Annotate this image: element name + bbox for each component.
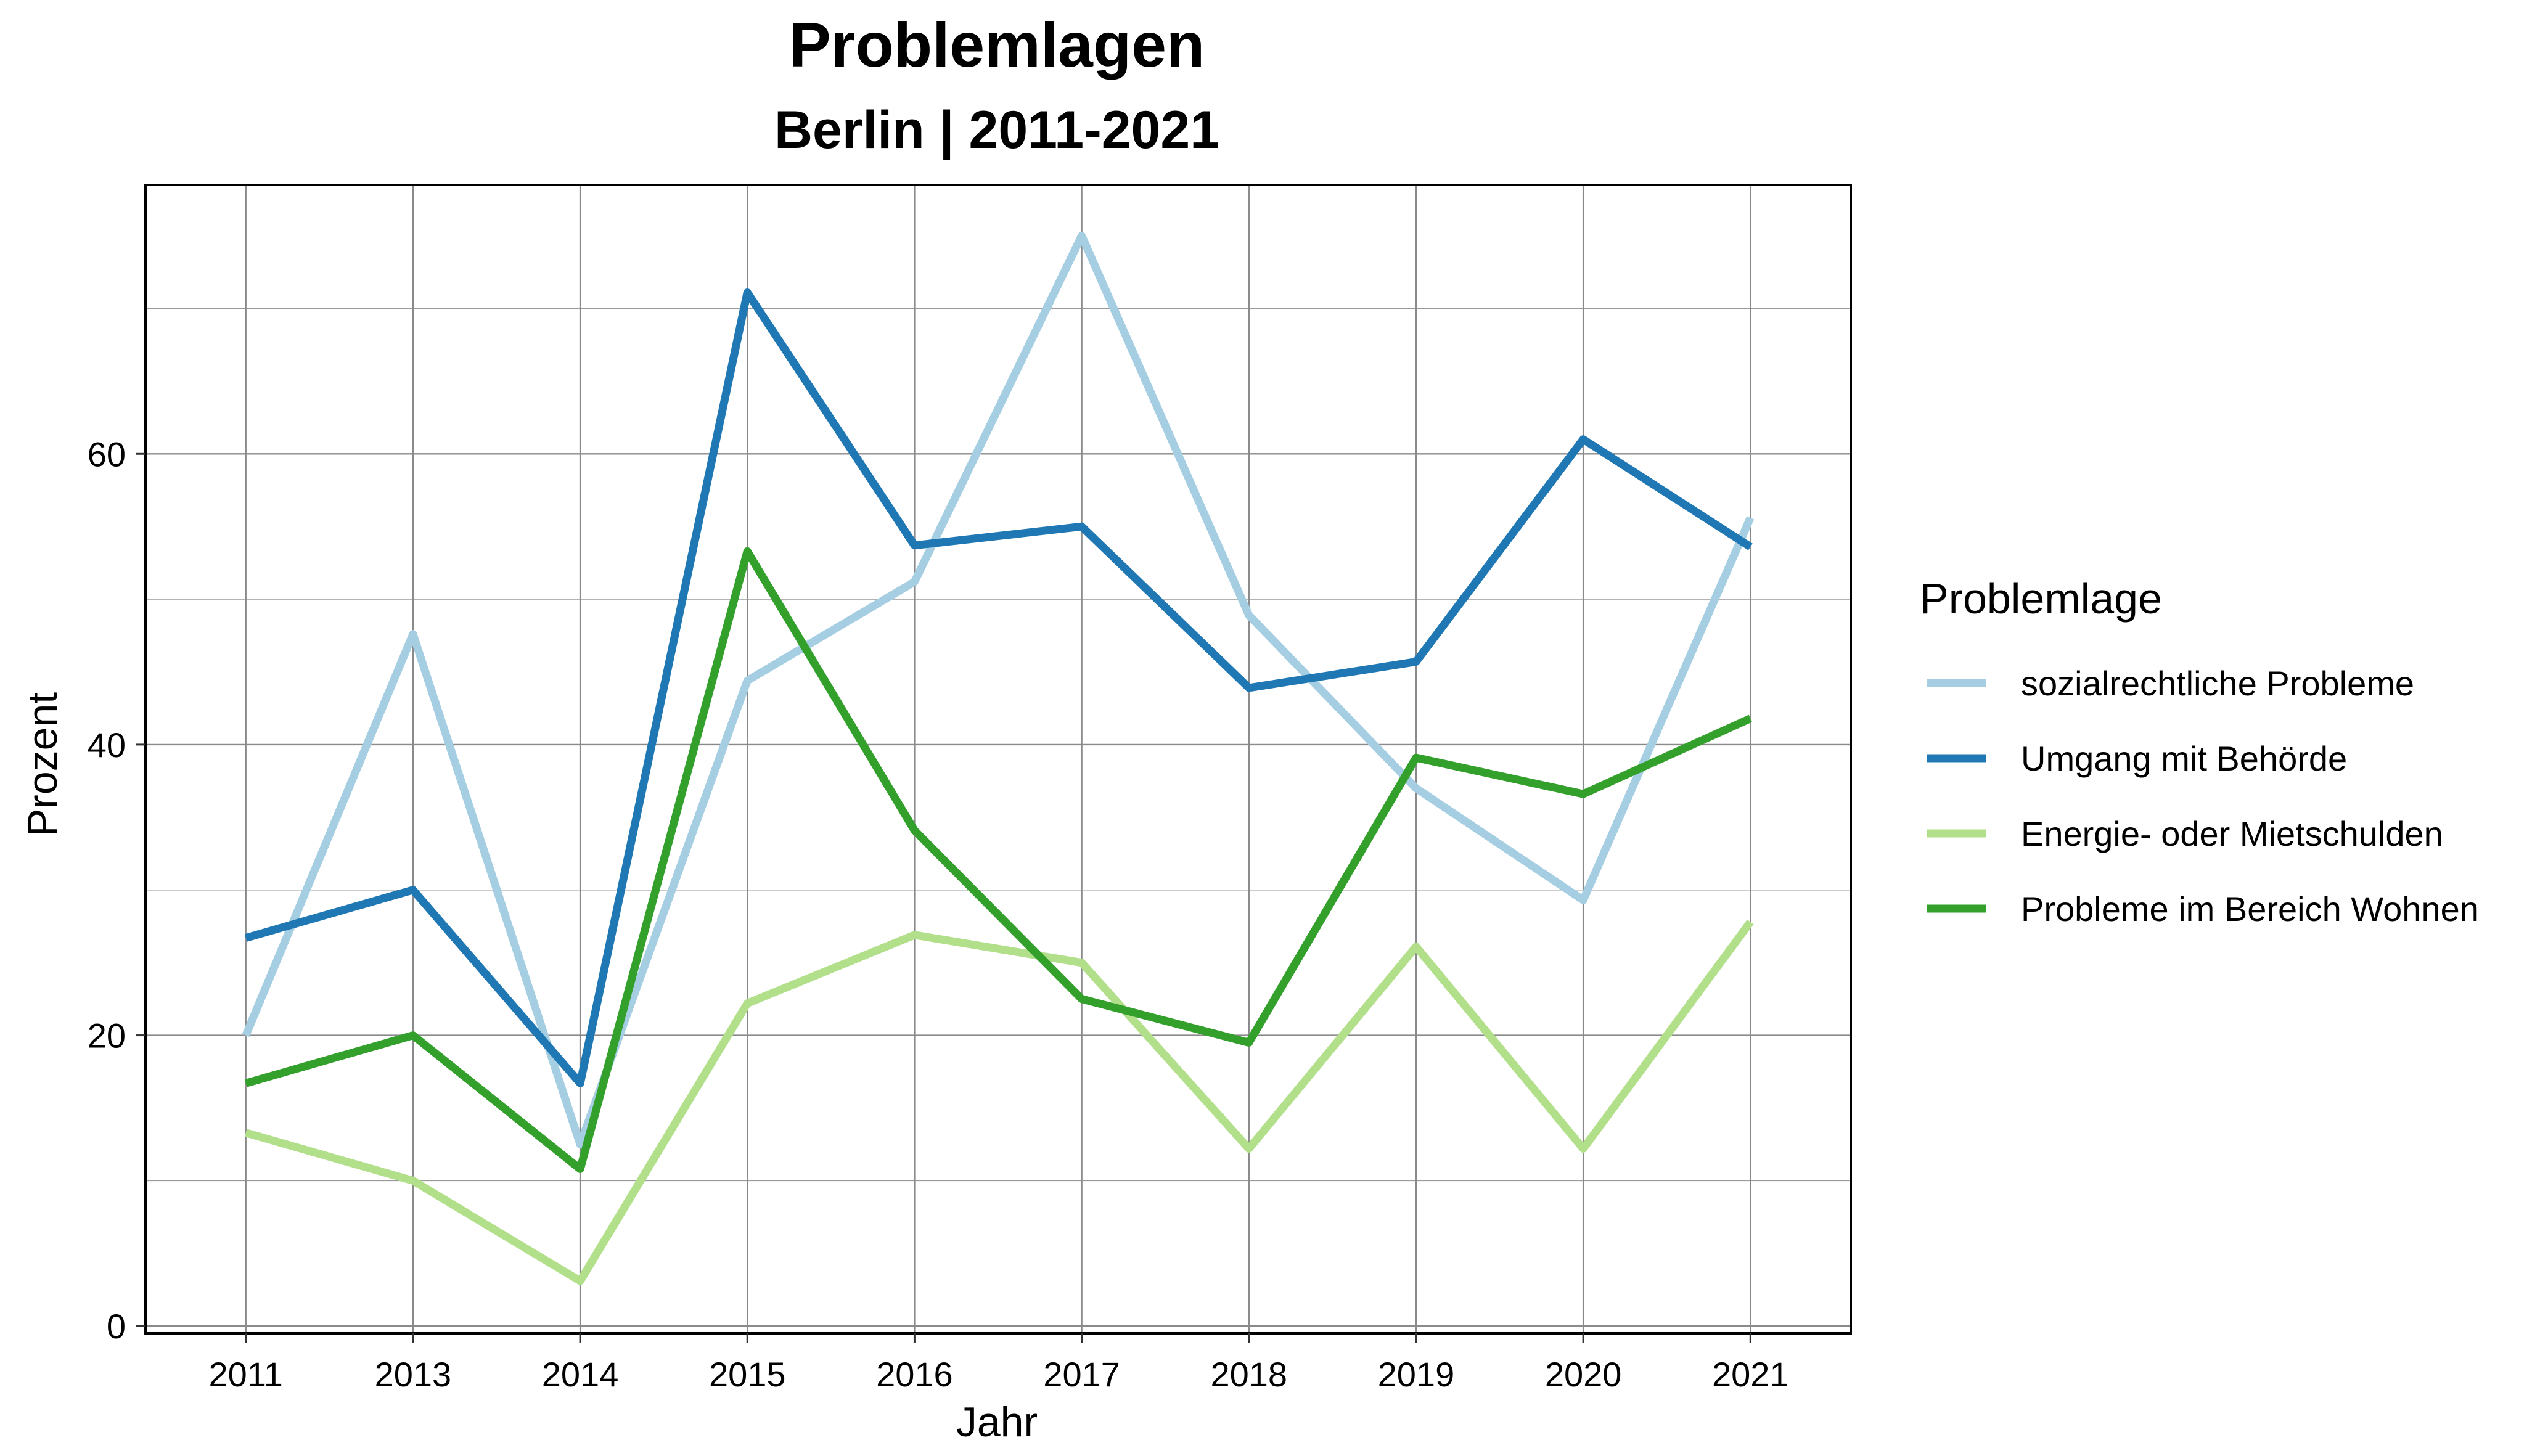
y-tick-label: 20: [88, 1016, 126, 1055]
legend-label-3: Energie- oder Mietschulden: [2021, 814, 2443, 853]
series-lines: [242, 232, 1755, 1285]
chart-subtitle: Berlin | 2011-2021: [774, 100, 1219, 160]
series-line-4: [244, 547, 1752, 1173]
y-tick-label: 0: [107, 1307, 126, 1346]
grid: [145, 185, 1851, 1333]
x-tick-label: 2021: [1712, 1355, 1789, 1394]
x-tick-label: 2017: [1043, 1355, 1120, 1394]
x-tick-label: 2014: [542, 1355, 619, 1394]
series-line-3: [244, 919, 1754, 1285]
x-tick-label: 2015: [709, 1355, 786, 1394]
x-tick-label: 2019: [1378, 1355, 1455, 1394]
chart-title: Problemlagen: [789, 10, 1205, 80]
x-tick-label: 2020: [1545, 1355, 1622, 1394]
legend-label-2: Umgang mit Behörde: [2021, 739, 2347, 778]
y-tick-label: 60: [88, 435, 126, 473]
series-line-1: [242, 232, 1755, 1148]
y-tick-label: 40: [88, 726, 126, 764]
x-tick-label: 2013: [375, 1355, 452, 1394]
x-axis-title: Jahr: [956, 1399, 1038, 1446]
axes: 0 20 40 60 2011 2013 2014 2015 2016 2017 2018 2019 2…: [88, 435, 1789, 1394]
legend: Problemlage sozialrechtliche Probleme Umg…: [1920, 575, 2479, 928]
y-axis-title: Prozent: [19, 692, 66, 836]
series-line-2: [244, 288, 1753, 1087]
legend-label-1: sozialrechtliche Probleme: [2021, 664, 2414, 703]
plot-panel-border: [144, 184, 1852, 1335]
x-tick-label: 2018: [1210, 1355, 1287, 1394]
x-tick-label: 2016: [876, 1355, 953, 1394]
x-tick-label: 2011: [208, 1355, 282, 1394]
legend-label-4: Probleme im Bereich Wohnen: [2021, 890, 2479, 928]
legend-title: Problemlage: [1920, 575, 2162, 623]
